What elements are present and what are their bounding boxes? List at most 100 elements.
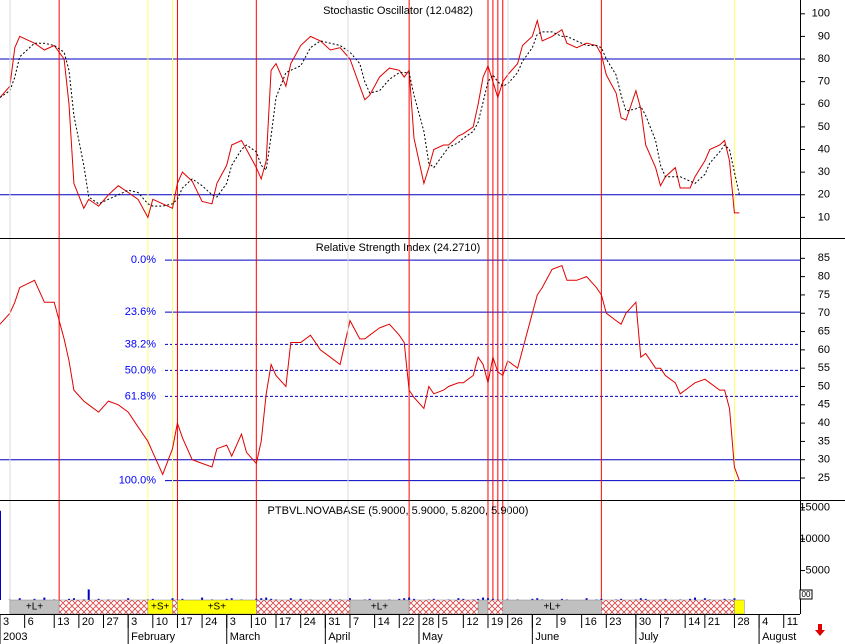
day-label: 14 bbox=[378, 616, 390, 628]
volume-bar bbox=[659, 599, 662, 600]
day-label: 26 bbox=[511, 616, 523, 628]
volume-bar bbox=[516, 599, 519, 600]
band-label: +S+ bbox=[151, 602, 170, 613]
volume-bar bbox=[679, 599, 682, 600]
day-label: 24 bbox=[205, 616, 217, 628]
position-band bbox=[477, 599, 489, 615]
month-label: March bbox=[230, 631, 261, 643]
volume-bar bbox=[388, 599, 391, 600]
y-tick-label: 25 bbox=[818, 472, 830, 484]
volume-bar bbox=[733, 598, 736, 600]
day-label: 6 bbox=[28, 616, 34, 628]
y-tick-label: 35 bbox=[818, 435, 830, 447]
month-label: February bbox=[131, 631, 176, 643]
band-label: +L+ bbox=[543, 602, 560, 613]
volume-bar bbox=[270, 598, 273, 600]
volume-bar bbox=[408, 597, 411, 600]
volume-bar bbox=[0, 510, 1, 600]
scroll-label[interactable]: 00 bbox=[802, 590, 811, 599]
y-tick-label: 5000 bbox=[806, 564, 830, 576]
month-label: July bbox=[639, 631, 659, 643]
volume-bar bbox=[585, 598, 588, 600]
y-tick-label: 80 bbox=[818, 271, 830, 283]
volume-bar bbox=[87, 589, 90, 600]
volume-bar bbox=[644, 598, 647, 600]
volume-bar bbox=[107, 599, 110, 600]
volume-bar bbox=[491, 598, 494, 600]
volume-bar bbox=[368, 598, 371, 600]
volume-bar bbox=[176, 599, 179, 600]
volume-bar bbox=[560, 598, 563, 600]
panel-title: Relative Strength Index (24.2710) bbox=[316, 242, 481, 254]
y-tick-label: 85 bbox=[818, 252, 830, 264]
y-tick-label: 40 bbox=[818, 143, 830, 155]
volume-bar bbox=[68, 598, 71, 600]
month-label: April bbox=[328, 631, 350, 643]
day-label: 24 bbox=[304, 616, 316, 628]
y-tick-label: 90 bbox=[818, 30, 830, 42]
day-label: 3 bbox=[131, 616, 137, 628]
volume-bar bbox=[482, 597, 485, 600]
month-label: May bbox=[422, 631, 443, 643]
volume-bar bbox=[477, 598, 480, 600]
volume-bar bbox=[536, 598, 539, 600]
volume-bar bbox=[447, 599, 450, 600]
volume-bar bbox=[82, 599, 85, 600]
volume-bar bbox=[413, 598, 416, 600]
day-label: 4 bbox=[762, 616, 768, 628]
volume-bar bbox=[348, 598, 351, 600]
y-tick-label: 45 bbox=[818, 399, 830, 411]
y-tick-label: 50 bbox=[818, 380, 830, 392]
volume-bar bbox=[72, 598, 75, 600]
panel-plot bbox=[0, 264, 740, 481]
month-label: June bbox=[535, 631, 559, 643]
y-tick-label: 50 bbox=[818, 121, 830, 133]
day-label: 20 bbox=[82, 616, 94, 628]
y-tick-label: 100 bbox=[812, 8, 830, 20]
day-label: 31 bbox=[328, 616, 340, 628]
scroll-arrow[interactable] bbox=[815, 624, 825, 636]
day-label: 19 bbox=[491, 616, 503, 628]
volume-bar bbox=[171, 598, 174, 600]
scroll-box[interactable] bbox=[799, 589, 813, 600]
position-band bbox=[172, 599, 178, 615]
fib-label: 61.8% bbox=[125, 390, 156, 402]
y-tick-label: 60 bbox=[818, 344, 830, 356]
day-label: 13 bbox=[57, 616, 69, 628]
volume-bar bbox=[565, 599, 568, 600]
month-label: 2003 bbox=[3, 631, 27, 643]
volume-bar bbox=[403, 598, 406, 600]
y-tick-label: 65 bbox=[818, 325, 830, 337]
volume-bar bbox=[18, 598, 21, 600]
volume-bar bbox=[600, 598, 603, 600]
day-label: 27 bbox=[107, 616, 119, 628]
fib-label: 38.2% bbox=[125, 338, 156, 350]
y-tick-label: 10000 bbox=[799, 533, 830, 545]
panel-plot bbox=[0, 18, 740, 219]
day-label: 10 bbox=[254, 616, 266, 628]
volume-bar bbox=[615, 599, 618, 600]
month-label: August bbox=[762, 631, 796, 643]
volume-bar bbox=[634, 599, 637, 600]
volume-bar bbox=[299, 598, 302, 600]
day-label: 30 bbox=[639, 616, 651, 628]
volume-bar bbox=[339, 599, 342, 600]
volume-bar bbox=[275, 599, 278, 600]
fib-label: 23.6% bbox=[125, 306, 156, 318]
position-band bbox=[58, 599, 149, 615]
volume-bar bbox=[689, 598, 692, 600]
day-label: 17 bbox=[180, 616, 192, 628]
y-tick-label: 55 bbox=[818, 362, 830, 374]
y-tick-label: 80 bbox=[818, 53, 830, 65]
day-label: 7 bbox=[353, 616, 359, 628]
day-label: 28 bbox=[737, 616, 749, 628]
y-tick-label: 60 bbox=[818, 98, 830, 110]
volume-bar bbox=[230, 598, 233, 600]
day-label: 9 bbox=[560, 616, 566, 628]
series-line bbox=[0, 18, 740, 219]
volume-bar bbox=[703, 598, 706, 600]
position-band bbox=[408, 599, 479, 615]
day-label: 10 bbox=[156, 616, 168, 628]
position-band bbox=[256, 599, 351, 615]
